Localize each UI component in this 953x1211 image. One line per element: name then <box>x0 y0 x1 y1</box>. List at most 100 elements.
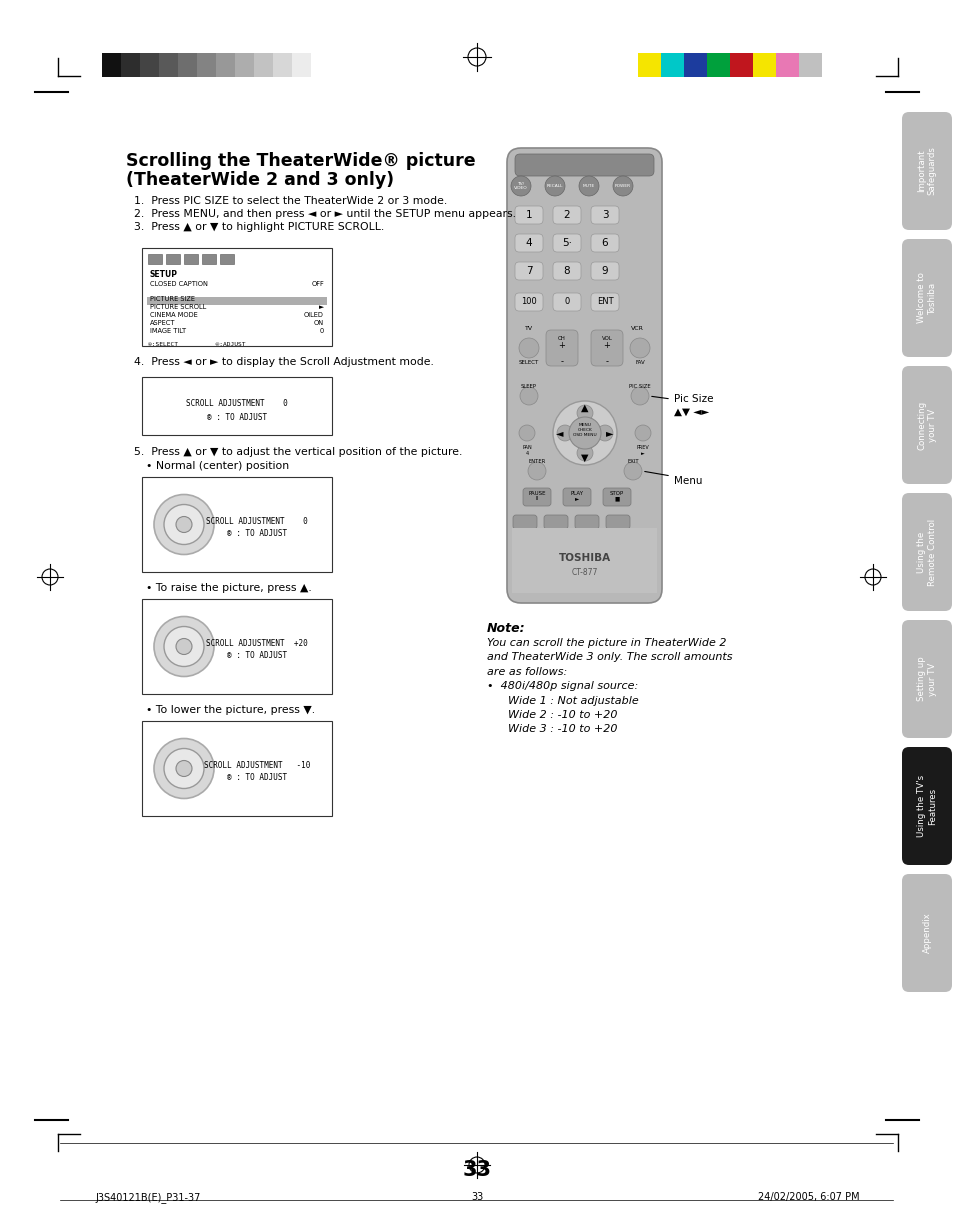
Circle shape <box>557 425 573 441</box>
Text: CT-877: CT-877 <box>571 568 598 576</box>
Bar <box>683 53 706 78</box>
Text: 0: 0 <box>564 298 569 306</box>
Text: PLAY
►: PLAY ► <box>570 490 583 501</box>
Bar <box>196 53 215 78</box>
Bar <box>147 297 327 305</box>
FancyBboxPatch shape <box>590 234 618 252</box>
Text: Scrolling the TheaterWide® picture: Scrolling the TheaterWide® picture <box>126 153 476 170</box>
FancyBboxPatch shape <box>901 874 951 992</box>
Text: +: + <box>603 342 610 350</box>
FancyBboxPatch shape <box>901 620 951 737</box>
Bar <box>121 53 140 78</box>
FancyBboxPatch shape <box>575 536 598 551</box>
Circle shape <box>175 761 192 776</box>
Bar <box>512 528 657 593</box>
Text: EXIT: EXIT <box>626 459 639 464</box>
Text: PIC SIZE: PIC SIZE <box>629 384 650 389</box>
Bar <box>311 53 330 78</box>
Circle shape <box>544 176 564 196</box>
FancyBboxPatch shape <box>543 515 567 529</box>
Text: Menu: Menu <box>673 476 701 486</box>
Text: Using the
Remote Control: Using the Remote Control <box>917 518 936 586</box>
Text: +: + <box>558 342 565 350</box>
Bar <box>142 248 332 346</box>
Text: ►: ► <box>605 427 613 438</box>
Text: 2: 2 <box>563 210 570 220</box>
Circle shape <box>613 176 633 196</box>
FancyBboxPatch shape <box>515 293 542 311</box>
Text: RECALL: RECALL <box>546 184 562 188</box>
FancyBboxPatch shape <box>602 488 630 506</box>
Text: ® : TO ADJUST: ® : TO ADJUST <box>227 773 287 781</box>
FancyBboxPatch shape <box>515 262 542 280</box>
Text: SCROLL ADJUSTMENT   -10: SCROLL ADJUSTMENT -10 <box>204 761 310 769</box>
FancyBboxPatch shape <box>901 493 951 612</box>
Bar <box>142 599 332 694</box>
Text: (TheaterWide 2 and 3 only): (TheaterWide 2 and 3 only) <box>126 171 394 189</box>
Circle shape <box>608 555 626 573</box>
Text: ON: ON <box>314 320 324 326</box>
Text: ® : TO ADJUST: ® : TO ADJUST <box>227 528 287 538</box>
Circle shape <box>518 425 535 441</box>
Text: 7: 7 <box>525 266 532 276</box>
Circle shape <box>153 739 213 798</box>
Text: Note:: Note: <box>486 622 525 635</box>
Text: Using the TV's
Features: Using the TV's Features <box>917 775 936 837</box>
Bar <box>292 53 311 78</box>
Text: Connecting
your TV: Connecting your TV <box>917 401 936 449</box>
FancyBboxPatch shape <box>553 234 580 252</box>
Bar <box>729 53 752 78</box>
Circle shape <box>577 404 593 421</box>
Circle shape <box>153 616 213 677</box>
Circle shape <box>546 555 564 573</box>
Circle shape <box>164 748 204 788</box>
Text: ®:SELECT          ®:ADJUST: ®:SELECT ®:ADJUST <box>148 342 245 348</box>
FancyBboxPatch shape <box>562 488 590 506</box>
FancyBboxPatch shape <box>553 293 580 311</box>
FancyBboxPatch shape <box>553 206 580 224</box>
FancyBboxPatch shape <box>513 515 537 529</box>
Text: PAUSE
II: PAUSE II <box>528 490 545 501</box>
FancyBboxPatch shape <box>522 488 551 506</box>
FancyBboxPatch shape <box>513 536 537 551</box>
Text: 5·: 5· <box>561 239 572 248</box>
Text: PREV
►: PREV ► <box>636 444 649 455</box>
Text: 5.  Press ▲ or ▼ to adjust the vertical position of the picture.: 5. Press ▲ or ▼ to adjust the vertical p… <box>133 447 462 457</box>
Text: TV/
VIDEO: TV/ VIDEO <box>514 182 527 190</box>
Text: SCROLL ADJUSTMENT  +20: SCROLL ADJUSTMENT +20 <box>206 638 308 648</box>
Circle shape <box>553 401 617 465</box>
Text: OFF: OFF <box>311 281 324 287</box>
FancyBboxPatch shape <box>553 262 580 280</box>
Text: • To raise the picture, press ▲.: • To raise the picture, press ▲. <box>146 582 312 593</box>
Text: ENTER: ENTER <box>528 459 545 464</box>
Text: PICTURE SCROLL: PICTURE SCROLL <box>150 304 206 310</box>
Circle shape <box>175 517 192 533</box>
Text: • To lower the picture, press ▼.: • To lower the picture, press ▼. <box>146 705 314 714</box>
Text: SLEEP: SLEEP <box>520 384 537 389</box>
Text: ASPECT: ASPECT <box>150 320 175 326</box>
Bar <box>142 377 332 435</box>
Text: STOP
■: STOP ■ <box>609 490 623 501</box>
Text: SELECT: SELECT <box>518 360 538 365</box>
FancyBboxPatch shape <box>605 536 629 551</box>
Circle shape <box>630 388 648 404</box>
Bar <box>638 53 660 78</box>
Text: 9: 9 <box>601 266 608 276</box>
Text: SCROLL ADJUSTMENT    0: SCROLL ADJUSTMENT 0 <box>206 517 308 526</box>
Bar <box>220 254 233 264</box>
FancyBboxPatch shape <box>901 239 951 357</box>
Text: TV: TV <box>524 326 533 331</box>
Text: IMAGE TILT: IMAGE TILT <box>150 328 186 334</box>
Circle shape <box>635 425 650 441</box>
Bar <box>148 254 162 264</box>
Text: SETUP: SETUP <box>150 270 178 279</box>
Circle shape <box>597 425 613 441</box>
FancyBboxPatch shape <box>901 111 951 230</box>
Circle shape <box>568 417 600 449</box>
Text: ® : TO ADJUST: ® : TO ADJUST <box>227 650 287 660</box>
Circle shape <box>527 463 545 480</box>
Circle shape <box>153 494 213 555</box>
Text: 2.  Press MENU, and then press ◄ or ► until the SETUP menu appears.: 2. Press MENU, and then press ◄ or ► unt… <box>133 210 516 219</box>
Text: Welcome to
Toshiba: Welcome to Toshiba <box>917 272 936 323</box>
Text: Pic Size: Pic Size <box>673 394 713 404</box>
